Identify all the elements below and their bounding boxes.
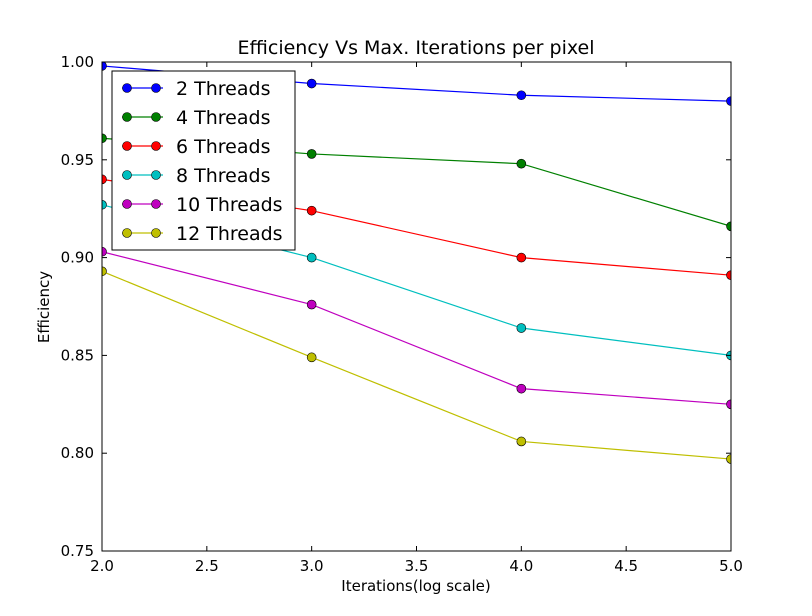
legend-marker — [151, 141, 161, 151]
legend-marker — [151, 112, 161, 122]
data-point — [306, 299, 317, 310]
x-tick-label: 2.5 — [195, 557, 219, 575]
data-point — [516, 158, 527, 169]
y-tick-label: 0.80 — [61, 444, 94, 462]
y-tick-label: 0.85 — [61, 346, 94, 364]
legend-label: 12 Threads — [176, 223, 283, 245]
legend-box — [111, 70, 296, 251]
data-point — [726, 399, 731, 410]
legend: 2 Threads 4 Threads 6 Threads 8 Threads 10 T… — [111, 70, 296, 251]
data-point — [516, 323, 527, 333]
data-point — [516, 90, 527, 101]
legend-label: 2 Threads — [176, 78, 270, 100]
data-point — [306, 149, 317, 159]
x-tick-label: 5.0 — [719, 557, 743, 575]
data-point — [102, 133, 107, 144]
data-point — [306, 78, 317, 89]
data-point — [516, 252, 527, 263]
legend-marker — [122, 170, 132, 180]
series-line-5 — [102, 251, 731, 405]
series-line-6 — [102, 270, 731, 460]
data-point — [102, 266, 107, 277]
data-point — [726, 221, 731, 232]
data-point — [516, 383, 527, 394]
data-point — [306, 205, 317, 216]
data-point — [102, 174, 107, 185]
y-tick-label: 0.90 — [61, 249, 94, 267]
data-point — [306, 352, 317, 363]
x-tick-label: 3.5 — [405, 557, 429, 575]
y-tick-label: 1.00 — [61, 53, 94, 71]
data-point — [726, 270, 731, 281]
legend-label: 10 Threads — [176, 194, 283, 216]
data-point — [102, 246, 107, 257]
legend-marker — [151, 199, 161, 209]
data-point — [726, 454, 731, 464]
x-tick-label: 3.0 — [300, 557, 324, 575]
data-point — [726, 96, 731, 106]
legend-marker — [151, 83, 161, 93]
legend-marker — [122, 112, 132, 122]
x-tick-label: 4.0 — [509, 557, 533, 575]
data-point — [102, 62, 107, 71]
legend-marker — [122, 83, 132, 93]
legend-marker — [122, 141, 132, 151]
legend-marker — [151, 228, 161, 238]
y-tick-label: 0.75 — [61, 542, 94, 560]
legend-marker — [151, 170, 161, 180]
tick-layer: 2.0 2.5 3.0 3.5 4.0 4.5 5.0 0.75 0.80 0.85 0.90 0.9… — [61, 53, 743, 575]
legend-label: 4 Threads — [176, 107, 270, 129]
data-point — [306, 252, 317, 263]
data-point — [102, 199, 107, 210]
x-tick-label: 2.0 — [90, 557, 114, 575]
y-tick-label: 0.95 — [61, 151, 94, 169]
legend-label: 6 Threads — [176, 136, 270, 158]
x-axis-title: Iterations(log scale) — [341, 577, 490, 595]
legend-marker — [122, 199, 132, 209]
data-point — [516, 436, 527, 447]
chart-title: Efficiency Vs Max. Iterations per pixel — [238, 37, 595, 59]
y-axis-title: Efficiency — [35, 271, 53, 343]
legend-marker — [122, 228, 132, 238]
x-tick-label: 4.5 — [614, 557, 638, 575]
legend-label: 8 Threads — [176, 165, 270, 187]
